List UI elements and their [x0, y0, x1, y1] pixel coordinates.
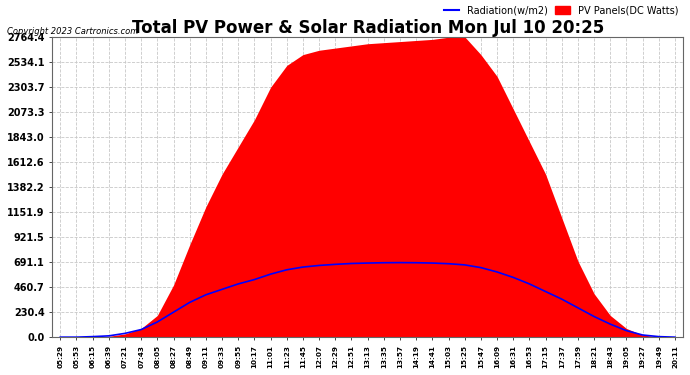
Legend: Radiation(w/m2), PV Panels(DC Watts): Radiation(w/m2), PV Panels(DC Watts)	[444, 6, 678, 15]
Title: Total PV Power & Solar Radiation Mon Jul 10 20:25: Total PV Power & Solar Radiation Mon Jul…	[132, 19, 604, 37]
Text: Copyright 2023 Cartronics.com: Copyright 2023 Cartronics.com	[7, 27, 138, 36]
